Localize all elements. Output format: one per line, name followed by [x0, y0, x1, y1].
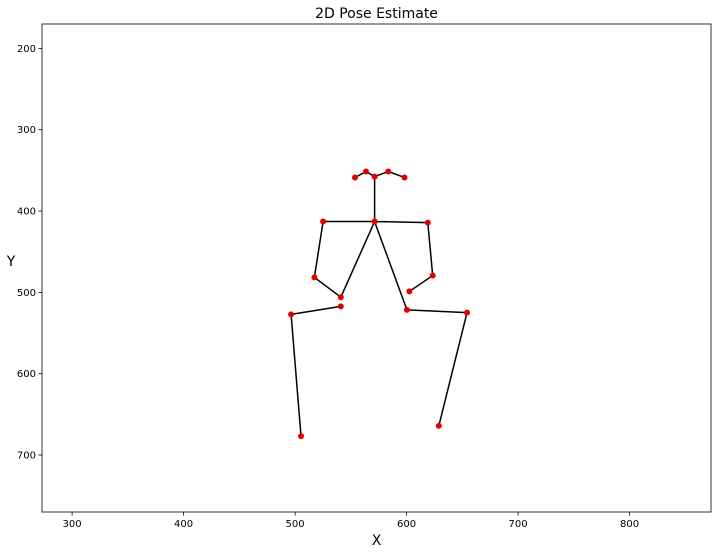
keypoint-1 [351, 174, 358, 181]
y-tick-label: 300 [17, 125, 36, 136]
keypoint-15 [464, 309, 471, 316]
skeleton-link-8 [340, 221, 376, 298]
skeleton-link-16 [290, 314, 302, 437]
keypoint-4 [401, 174, 408, 181]
skeleton-link-11 [408, 274, 434, 292]
keypoint-16 [298, 433, 305, 440]
keypoint-10 [337, 294, 344, 301]
x-tick-label: 400 [174, 519, 193, 530]
y-axis-ticks: 200 300 400 500 600 700 [17, 44, 42, 462]
skeleton-link-7 [313, 276, 342, 298]
y-axis-label: Y [6, 254, 16, 270]
y-tick-label: 200 [17, 44, 36, 55]
keypoint-13 [403, 306, 410, 313]
plot-frame [41, 23, 712, 513]
skeleton-links [290, 170, 468, 437]
keypoint-14 [288, 311, 295, 318]
skeleton-link-14 [438, 312, 468, 427]
keypoint-9 [429, 272, 436, 279]
keypoint-12 [337, 303, 344, 310]
chart-title: 2D Pose Estimate [315, 6, 438, 22]
skeleton-link-15 [290, 305, 341, 316]
keypoint-6 [320, 218, 327, 225]
x-tick-label: 500 [286, 519, 305, 530]
keypoint-17 [435, 422, 442, 429]
y-tick-label: 400 [17, 207, 36, 218]
skeleton-link-12 [373, 221, 408, 311]
skeleton-link-6 [313, 221, 324, 278]
keypoint-0 [371, 173, 378, 180]
keypoint-2 [363, 168, 370, 175]
keypoint-11 [406, 288, 413, 295]
x-tick-label: 600 [397, 519, 416, 530]
y-tick-label: 500 [17, 288, 36, 299]
x-axis-ticks: 300 400 500 600 700 800 [63, 512, 639, 530]
x-tick-label: 700 [509, 519, 528, 530]
y-tick-label: 700 [17, 451, 36, 462]
skeleton-link-10 [427, 222, 434, 276]
keypoint-3 [385, 168, 392, 175]
keypoint-7 [424, 219, 431, 226]
y-tick-label: 600 [17, 369, 36, 380]
skeleton-link-13 [406, 309, 468, 314]
keypoint-8 [311, 274, 318, 281]
keypoint-5 [371, 218, 378, 225]
x-tick-label: 800 [620, 519, 639, 530]
x-axis-label: X [372, 533, 382, 549]
keypoint-markers [288, 168, 471, 440]
skeleton-link-9 [374, 220, 428, 224]
x-tick-label: 300 [63, 519, 82, 530]
